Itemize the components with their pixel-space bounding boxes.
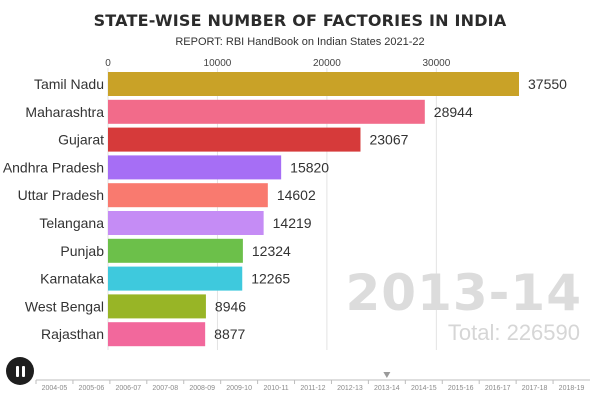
category-label: Maharashtra — [25, 104, 104, 120]
chart-title: STATE-WISE NUMBER OF FACTORIES IN INDIA — [93, 11, 507, 30]
category-label: Rajasthan — [41, 326, 104, 342]
x-tick-label: 20000 — [313, 58, 341, 69]
timeline-year-label[interactable]: 2008-09 — [189, 385, 215, 392]
pause-button[interactable] — [6, 357, 34, 385]
value-label: 23067 — [369, 132, 408, 148]
bar — [108, 211, 264, 235]
x-tick-label: 30000 — [422, 58, 450, 69]
timeline-year-label[interactable]: 2006-07 — [115, 385, 141, 392]
category-label: Telangana — [39, 215, 104, 231]
category-label: Uttar Pradesh — [18, 187, 104, 203]
bar — [108, 238, 243, 263]
bar-chart: 0 10000 20000 30000 Tamil Nadu 37550 Maharasht… — [3, 58, 567, 350]
value-label: 14219 — [273, 215, 312, 231]
x-tick-label: 0 — [105, 58, 111, 69]
category-label: Tamil Nadu — [34, 76, 104, 92]
total-label: Total: 226590 — [447, 320, 580, 345]
timeline-year-label[interactable]: 2005-06 — [79, 385, 105, 392]
timeline-year-label[interactable]: 2009-10 — [226, 385, 252, 392]
timeline-year-label[interactable]: 2007-08 — [152, 385, 178, 392]
category-label: Gujarat — [58, 132, 104, 148]
value-label: 12324 — [252, 243, 291, 259]
timeline-year-label[interactable]: 2010-11 — [263, 385, 288, 392]
bar — [108, 183, 268, 208]
current-year-label: 2013-14 — [345, 264, 582, 322]
chart-subtitle: REPORT: RBI HandBook on Indian States 20… — [175, 36, 425, 48]
timeline-year-label[interactable]: 2013-14 — [374, 385, 400, 392]
value-label: 37550 — [528, 76, 567, 92]
bar — [108, 155, 282, 180]
category-label: Punjab — [60, 243, 104, 259]
bar — [108, 322, 206, 347]
x-tick-label: 10000 — [204, 58, 232, 69]
timeline-year-label[interactable]: 2012-13 — [337, 385, 363, 392]
category-label: Andhra Pradesh — [3, 159, 104, 175]
category-label: Karnataka — [40, 271, 104, 287]
timeline-year-label[interactable]: 2011-12 — [300, 385, 325, 392]
value-label: 15820 — [290, 159, 329, 175]
value-label: 14602 — [277, 187, 316, 203]
timeline-year-label[interactable]: 2017-18 — [522, 385, 548, 392]
timeline-year-label[interactable]: 2014-15 — [411, 385, 437, 392]
value-label: 12265 — [251, 271, 290, 287]
bar — [108, 127, 361, 152]
bar — [108, 294, 206, 319]
timeline-year-label[interactable]: 2015-16 — [448, 385, 474, 392]
timeline-marker-icon[interactable] — [383, 372, 391, 378]
value-label: 8877 — [214, 326, 245, 342]
timeline-year-label[interactable]: 2018-19 — [559, 385, 585, 392]
bar — [108, 266, 243, 291]
timeline-year-label[interactable]: 2016-17 — [485, 385, 511, 392]
bar — [108, 72, 519, 96]
timeline-year-label[interactable]: 2004-05 — [42, 385, 68, 392]
value-label: 28944 — [434, 104, 473, 120]
category-label: West Bengal — [25, 298, 104, 314]
bar — [108, 99, 425, 124]
timeline-slider[interactable]: 2004-05 2005-06 2006-07 2007-08 2008-09 2009-… — [0, 365, 600, 400]
value-label: 8946 — [215, 298, 246, 314]
pause-icon — [14, 365, 26, 377]
